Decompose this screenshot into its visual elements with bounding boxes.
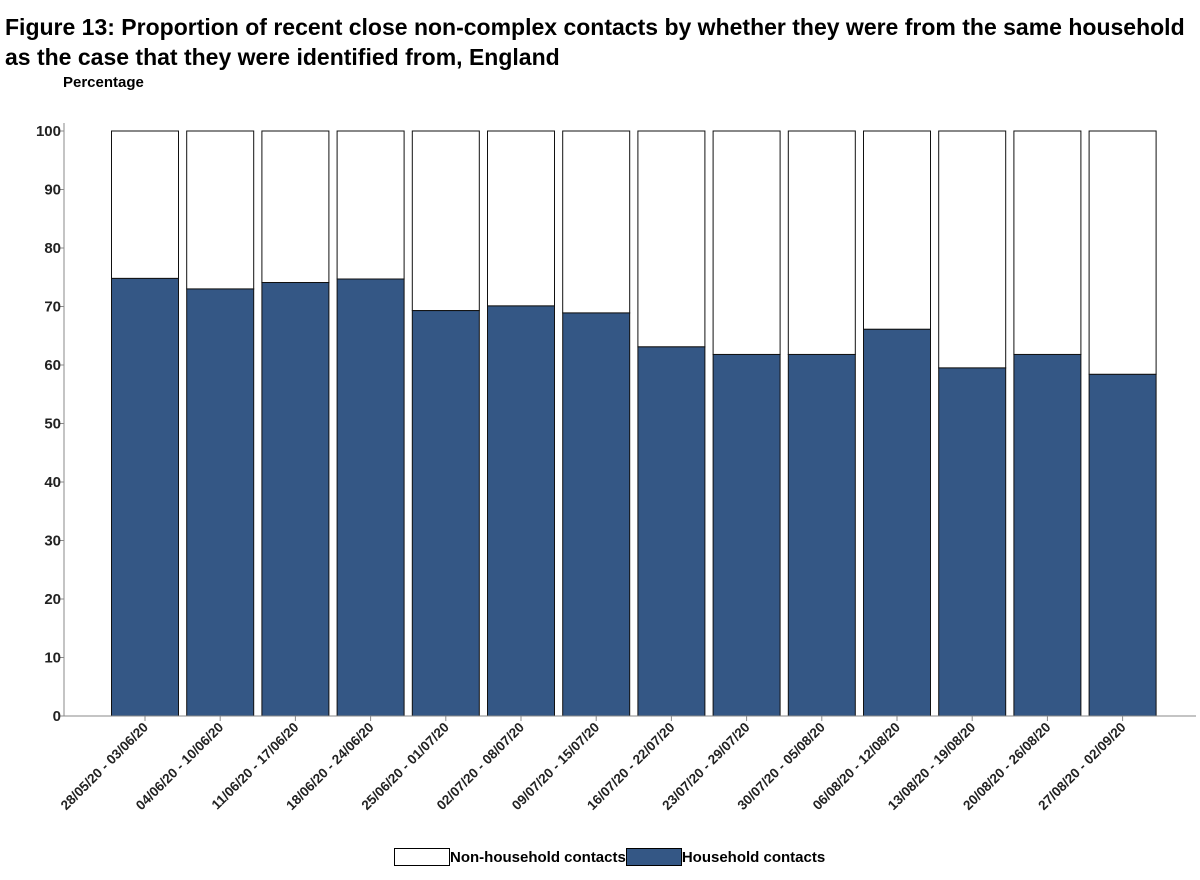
bar-household xyxy=(938,367,1007,717)
non-household-swatch xyxy=(394,848,450,866)
y-tick-label: 0 xyxy=(53,708,61,725)
legend-label-non-household: Non-household contacts xyxy=(450,848,626,866)
bar-household xyxy=(261,282,330,717)
bar-non-household xyxy=(411,130,480,312)
household-swatch xyxy=(625,848,682,866)
legend-item-non-household: Non-household contacts xyxy=(394,848,626,866)
bar-non-household xyxy=(1013,130,1082,355)
y-tick-label: 30 xyxy=(44,533,61,550)
y-tick-label: 60 xyxy=(44,357,61,374)
bar-non-household xyxy=(487,130,555,307)
bar-household xyxy=(186,288,255,717)
legend: Non-household contacts Household contact… xyxy=(394,848,825,866)
bar-non-household xyxy=(787,130,856,355)
bar-non-household xyxy=(712,130,781,355)
bar-household xyxy=(111,277,179,717)
chart-title: Figure 13: Proportion of recent close no… xyxy=(5,14,1185,70)
y-tick-label: 90 xyxy=(44,182,61,199)
bar-household xyxy=(712,353,781,717)
y-tick-label: 80 xyxy=(44,240,61,257)
y-tick-label: 10 xyxy=(44,650,61,667)
bar-household xyxy=(336,278,405,717)
bar-household xyxy=(637,346,706,717)
bar-non-household xyxy=(186,130,255,290)
y-axis-title: Percentage xyxy=(63,74,144,91)
bar-non-household xyxy=(863,130,931,330)
bar-non-household xyxy=(562,130,631,314)
legend-item-household: Household contacts xyxy=(625,848,826,866)
bar-non-household xyxy=(1088,130,1157,375)
bar-non-household xyxy=(938,130,1007,369)
legend-label-household: Household contacts xyxy=(681,848,826,866)
bar-household xyxy=(1013,353,1082,717)
bar-household xyxy=(787,353,856,717)
bar-household xyxy=(411,310,480,717)
bar-household xyxy=(863,328,931,717)
y-tick-label: 20 xyxy=(44,591,61,608)
y-axis: 0 10 20 30 40 50 60 70 80 90 100 xyxy=(36,123,65,725)
y-tick-label: 50 xyxy=(44,416,61,433)
bar-household xyxy=(1088,373,1157,717)
bar-household xyxy=(562,312,631,717)
bar-non-household xyxy=(111,130,179,279)
bar-household xyxy=(487,305,555,717)
y-tick-label: 70 xyxy=(44,299,61,316)
bar-non-household xyxy=(336,130,405,280)
bar-non-household xyxy=(261,130,330,284)
bar-non-household xyxy=(637,130,706,348)
y-tick-label: 40 xyxy=(44,474,61,491)
bars xyxy=(111,130,1157,717)
y-tick-label: 100 xyxy=(36,123,61,140)
